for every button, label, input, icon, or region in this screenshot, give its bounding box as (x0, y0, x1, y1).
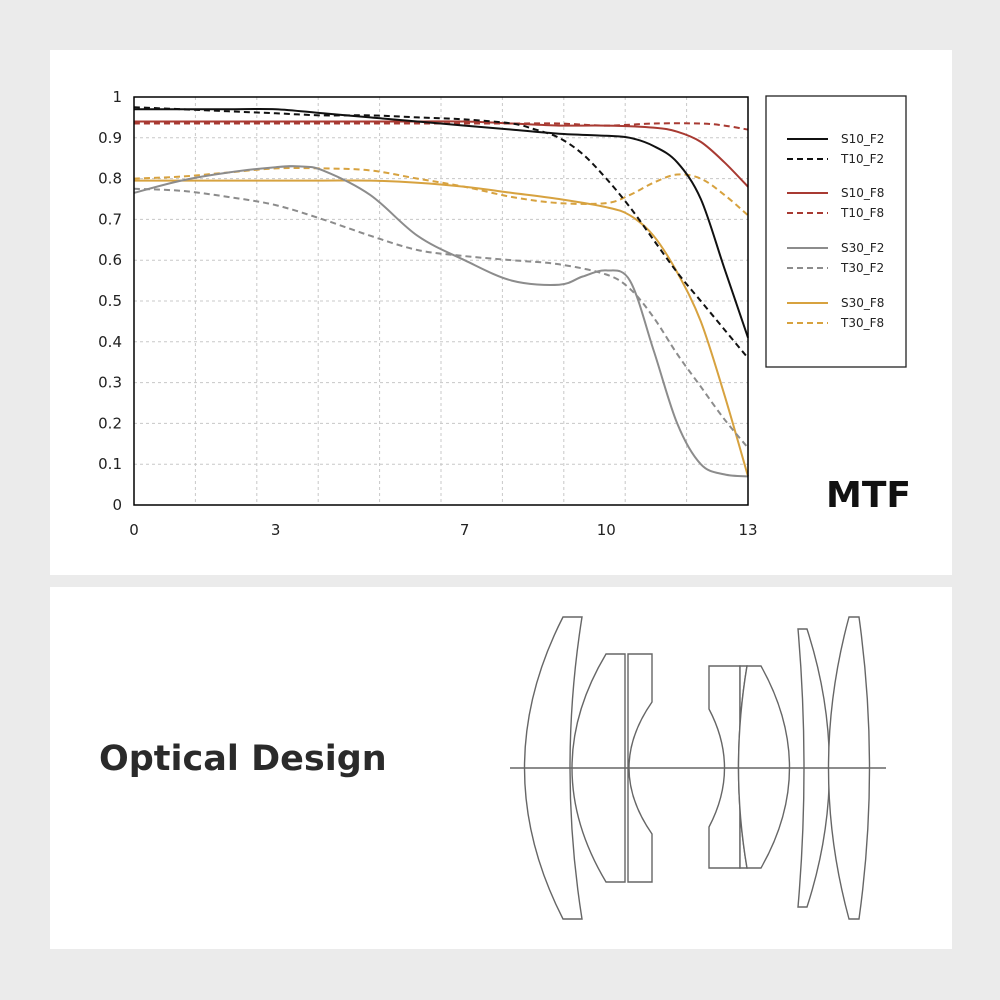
series-line-t10_f2 (133, 106, 749, 359)
y-tick-label: 0.5 (98, 292, 122, 310)
x-tick-label: 3 (271, 521, 281, 539)
x-tick-label: 0 (129, 521, 139, 539)
y-tick-label: 0.9 (98, 129, 122, 147)
y-tick-label: 0.1 (98, 455, 122, 473)
legend-label-t30_f2: T30_F2 (840, 261, 884, 275)
y-tick-label: 0.8 (98, 170, 122, 188)
legend-box (765, 95, 907, 368)
plot-frame (133, 96, 749, 506)
chart-grid (134, 97, 748, 505)
x-tick-label: 7 (460, 521, 470, 539)
legend-label-s30_f2: S30_F2 (841, 241, 884, 255)
legend-label-t10_f2: T10_F2 (840, 152, 884, 166)
series-line-t30_f8 (133, 167, 749, 217)
y-tick-label: 0.3 (98, 374, 122, 392)
mtf-chart: 0 0.1 0.2 0.3 0.4 0.5 0.6 0.7 0.8 0.9 1 0 3 7 10 13 S1… (98, 88, 911, 539)
y-tick-label: 0.7 (98, 210, 122, 228)
optical-design-diagram (510, 616, 886, 920)
series-line-s10_f2 (133, 107, 749, 339)
y-tick-label: 0.4 (98, 333, 122, 351)
series-line-s30_f8 (134, 179, 749, 477)
legend-label-s10_f2: S10_F2 (841, 132, 884, 146)
lens-element-4 (708, 665, 741, 869)
optical-design-title: Optical Design (99, 739, 387, 779)
lens-element-3 (627, 653, 653, 883)
x-tick-label: 13 (738, 521, 757, 539)
legend-label-t30_f8: T30_F8 (840, 316, 884, 330)
legend-label-s10_f8: S10_F8 (841, 186, 884, 200)
legend-label-s30_f8: S30_F8 (841, 296, 884, 310)
mtf-panel: 0 0.1 0.2 0.3 0.4 0.5 0.6 0.7 0.8 0.9 1 0 3 7 10 13 S1… (50, 50, 952, 575)
mtf-title: MTF (826, 475, 911, 516)
y-tick-label: 0.2 (98, 414, 122, 432)
series-line-t30_f2 (133, 187, 749, 449)
lens-element-6 (737, 665, 791, 869)
y-tick-labels: 0 0.1 0.2 0.3 0.4 0.5 0.6 0.7 0.8 0.9 1 (98, 88, 122, 514)
y-tick-label: 1 (112, 88, 122, 106)
legend: S10_F2 T10_F2 S10_F8 T10_F8 S30_F2 T30_F2 S30_… (787, 132, 884, 330)
series-line-s10_f8 (133, 120, 749, 188)
series-line-t10_f8 (133, 122, 749, 131)
y-tick-label: 0.6 (98, 251, 122, 269)
legend-label-t10_f8: T10_F8 (840, 206, 884, 220)
x-tick-label: 10 (597, 521, 616, 539)
y-tick-label: 0 (112, 496, 122, 514)
optical-design-panel: Optical Design (50, 587, 952, 949)
chart-series (133, 106, 749, 478)
x-tick-labels: 0 3 7 10 13 (129, 521, 757, 539)
series-line-s30_f2 (133, 165, 749, 478)
